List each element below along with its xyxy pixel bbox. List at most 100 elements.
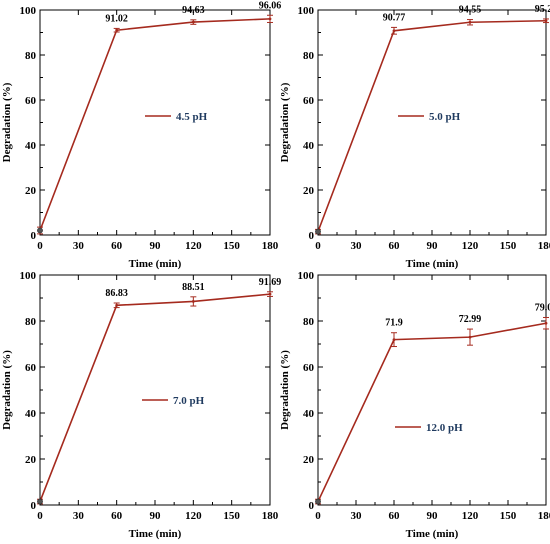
data-label: 94.55 [459, 5, 482, 16]
x-tick-label: 60 [111, 510, 123, 522]
y-axis-title: Degradation (%) [279, 82, 291, 162]
y-tick-label: 60 [25, 362, 37, 374]
data-label: 88.51 [182, 282, 205, 293]
series-line [317, 19, 547, 232]
y-tick-label: 0 [31, 230, 37, 242]
y-tick-label: 20 [25, 454, 37, 466]
plot-frame [39, 274, 271, 506]
y-tick-label: 40 [25, 140, 37, 152]
data-point [115, 303, 119, 307]
x-tick-label: 30 [351, 240, 363, 252]
data-label: 94.63 [182, 5, 205, 16]
y-tick-label: 80 [25, 50, 37, 62]
data-label: 71.9 [385, 318, 403, 329]
y-tick-label: 60 [303, 95, 315, 107]
data-point [468, 20, 472, 24]
y-axis-title: Degradation (%) [1, 82, 13, 162]
y-tick-label: 40 [303, 140, 315, 152]
y-tick-label: 0 [31, 500, 37, 512]
x-axis-title: Time (min) [406, 258, 459, 270]
data-point [315, 498, 321, 505]
data-label: 91.69 [259, 277, 282, 288]
y-tick-label: 80 [303, 316, 315, 328]
data-point [468, 335, 472, 339]
y-tick-label: 0 [309, 230, 315, 242]
x-tick-label: 0 [315, 240, 321, 252]
x-axis-title: Time (min) [129, 258, 182, 270]
data-point [268, 292, 272, 296]
y-tick-label: 100 [298, 5, 315, 17]
series-line [39, 18, 271, 231]
x-tick-label: 0 [37, 510, 43, 522]
x-tick-label: 180 [262, 510, 279, 522]
x-tick-label: 150 [500, 240, 517, 252]
x-tick-label: 120 [185, 240, 202, 252]
x-tick-label: 180 [538, 510, 550, 522]
x-axis-title: Time (min) [129, 528, 182, 540]
data-point [392, 29, 396, 33]
data-label: 95.22 [535, 4, 550, 15]
x-tick-label: 30 [73, 240, 85, 252]
data-label: 86.83 [105, 288, 128, 299]
chart-panel-2: 0 30 60 90 120 150 180 0 20 40 60 80 100 Time (min) De… [279, 4, 550, 270]
y-tick-label: 0 [309, 500, 315, 512]
y-tick-label: 100 [20, 270, 37, 282]
y-tick-label: 20 [303, 185, 315, 197]
data-label: 96.06 [259, 0, 282, 11]
y-tick-label: 60 [303, 362, 315, 374]
y-tick-label: 100 [298, 270, 315, 282]
plot-frame [39, 9, 271, 236]
x-tick-label: 90 [427, 510, 439, 522]
x-axis-title: Time (min) [406, 528, 459, 540]
x-tick-label: 60 [111, 240, 123, 252]
data-point [544, 19, 548, 23]
data-point [268, 17, 272, 21]
y-tick-label: 100 [20, 5, 37, 17]
data-point [315, 228, 321, 235]
data-point [191, 300, 195, 303]
series-line [317, 322, 547, 502]
x-tick-label: 60 [389, 240, 401, 252]
data-label: 79.03 [535, 302, 550, 313]
data-label: 90.77 [383, 12, 406, 23]
data-point [37, 227, 43, 234]
data-point [37, 498, 43, 505]
series-line [39, 293, 271, 502]
y-tick-label: 20 [303, 454, 315, 466]
x-tick-label: 60 [389, 510, 401, 522]
x-tick-label: 0 [315, 510, 321, 522]
y-tick-label: 80 [303, 50, 315, 62]
y-tick-label: 40 [303, 408, 315, 420]
y-axis-title: Degradation (%) [1, 350, 13, 430]
x-tick-label: 150 [500, 510, 517, 522]
y-tick-label: 20 [25, 185, 37, 197]
data-label: 91.02 [105, 13, 128, 24]
y-tick-label: 80 [25, 316, 37, 328]
x-tick-label: 120 [462, 240, 479, 252]
x-tick-label: 120 [462, 510, 479, 522]
legend-label: 4.5 pH [176, 111, 208, 123]
x-tick-label: 150 [223, 510, 240, 522]
x-tick-label: 180 [262, 240, 279, 252]
data-point [392, 338, 396, 342]
x-tick-label: 150 [223, 240, 240, 252]
x-tick-label: 180 [538, 240, 550, 252]
data-point [191, 20, 195, 24]
y-tick-label: 40 [25, 408, 37, 420]
legend-label: 7.0 pH [173, 395, 205, 407]
data-label: 72.99 [459, 314, 482, 325]
y-axis-title: Degradation (%) [279, 350, 291, 430]
x-tick-label: 0 [37, 240, 43, 252]
chart-panel-1: 0 30 60 90 120 150 180 0 20 40 60 80 100 Time (min) De… [1, 0, 281, 270]
data-point [544, 321, 548, 325]
y-tick-label: 60 [25, 95, 37, 107]
x-tick-label: 120 [185, 510, 202, 522]
x-tick-label: 30 [73, 510, 85, 522]
x-tick-label: 90 [150, 510, 162, 522]
legend-label: 12.0 pH [426, 422, 463, 434]
chart-panel-4: 0 30 60 90 120 150 180 0 20 40 60 80 100 Time (min) De… [279, 270, 550, 540]
x-tick-label: 90 [427, 240, 439, 252]
chart-panel-3: 0 30 60 90 120 150 180 0 20 40 60 80 100 Time (min) De… [1, 270, 281, 540]
plot-frame [317, 274, 547, 506]
